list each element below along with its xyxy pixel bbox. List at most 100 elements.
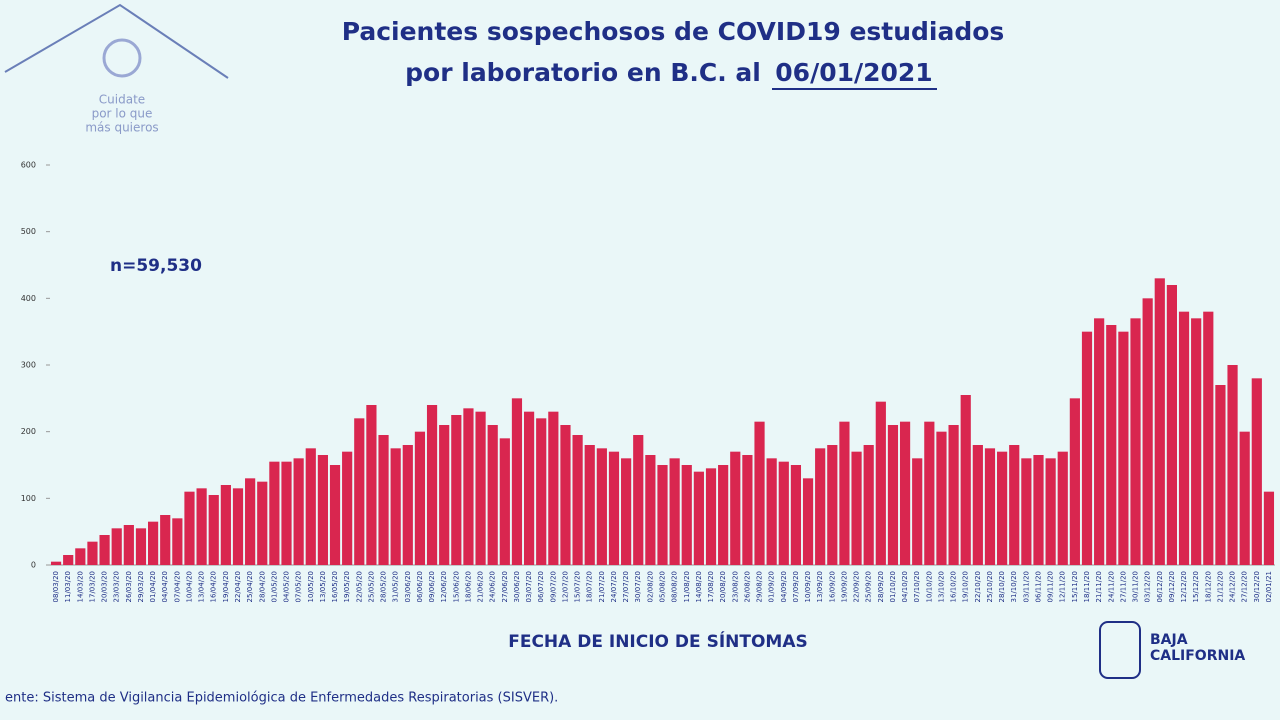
bar xyxy=(1081,331,1093,565)
x-tick-label: 21/06/20 xyxy=(477,571,485,602)
x-tick-label: 27/12/20 xyxy=(1241,571,1249,602)
x-tick-label: 10/10/20 xyxy=(925,571,933,602)
bar xyxy=(1069,398,1080,565)
x-tick-label: 12/06/20 xyxy=(440,571,448,602)
x-tick-label: 07/05/20 xyxy=(295,571,303,602)
x-tick-label: 10/04/20 xyxy=(185,571,193,602)
bar xyxy=(390,448,401,565)
x-tick-label: 16/09/20 xyxy=(828,571,836,602)
x-tick-label: 18/06/20 xyxy=(464,571,472,602)
x-tick-label: 01/04/20 xyxy=(149,571,157,602)
bar xyxy=(475,411,486,565)
bar xyxy=(730,451,741,565)
x-tick-label: 03/11/20 xyxy=(1022,571,1030,602)
bar xyxy=(827,445,838,565)
bar xyxy=(863,445,874,565)
x-tick-label: 28/09/20 xyxy=(877,571,885,602)
bar xyxy=(584,445,595,565)
x-tick-label: 16/05/20 xyxy=(331,571,339,602)
bar xyxy=(948,425,959,565)
bar xyxy=(208,495,219,565)
bar xyxy=(657,465,668,565)
x-tick-label: 02/08/20 xyxy=(646,571,654,602)
bar xyxy=(936,431,947,565)
bar xyxy=(1118,331,1129,565)
bar xyxy=(669,458,680,565)
x-tick-label: 30/07/20 xyxy=(634,571,642,602)
x-tick-label: 09/11/20 xyxy=(1047,571,1055,602)
x-tick-label: 28/04/20 xyxy=(258,571,266,602)
bar xyxy=(196,488,207,565)
x-tick-label: 06/06/20 xyxy=(416,571,424,602)
x-tick-label: 16/04/20 xyxy=(210,571,218,602)
x-tick-label: 19/05/20 xyxy=(343,571,351,602)
x-tick-label: 28/05/20 xyxy=(380,571,388,602)
title-date: 06/01/2021 xyxy=(775,58,932,87)
x-tick-label: 24/12/20 xyxy=(1229,571,1237,602)
x-tick-label: 15/06/20 xyxy=(452,571,460,602)
x-tick-label: 10/09/20 xyxy=(804,571,812,602)
x-tick-label: 31/10/20 xyxy=(1010,571,1018,602)
bar xyxy=(317,455,328,565)
x-tick-label: 09/07/20 xyxy=(549,571,557,602)
bar xyxy=(232,488,244,565)
bar xyxy=(439,425,450,565)
x-tick-label: 15/11/20 xyxy=(1071,571,1079,602)
bar xyxy=(1166,285,1177,565)
x-tick-label: 30/11/20 xyxy=(1132,571,1140,602)
x-tick-label: 25/10/20 xyxy=(986,571,994,602)
bar xyxy=(766,458,777,565)
x-tick-label: 04/05/20 xyxy=(283,571,291,602)
x-tick-label: 30/12/20 xyxy=(1253,571,1261,602)
x-tick-label: 06/07/20 xyxy=(537,571,545,602)
x-tick-label: 18/12/20 xyxy=(1204,571,1212,602)
chart-title: Pacientes sospechosos de COVID19 estudia… xyxy=(342,17,1005,46)
logo-text: Cuidate xyxy=(99,93,145,107)
bar xyxy=(1106,325,1117,565)
brand-seal xyxy=(1099,621,1141,679)
x-tick-label: 15/07/20 xyxy=(574,571,582,602)
x-tick-label: 01/09/20 xyxy=(768,571,776,602)
bar xyxy=(608,451,620,565)
x-tick-label: 06/12/20 xyxy=(1156,571,1164,602)
x-tick-label: 23/03/20 xyxy=(113,571,121,602)
bar xyxy=(1227,365,1238,565)
x-tick-label: 01/10/20 xyxy=(889,571,897,602)
bar xyxy=(851,451,862,565)
x-tick-label: 07/10/20 xyxy=(913,571,921,602)
bar xyxy=(87,541,98,565)
bar xyxy=(414,431,426,565)
x-tick-label: 21/11/20 xyxy=(1095,571,1103,602)
bar xyxy=(815,448,826,565)
x-tick-label: 03/12/20 xyxy=(1144,571,1152,602)
x-tick-label: 19/10/20 xyxy=(962,571,970,602)
x-tick-label: 17/08/20 xyxy=(707,571,715,602)
x-tick-label: 18/11/20 xyxy=(1083,571,1091,602)
bar xyxy=(511,398,523,565)
bar xyxy=(912,458,923,565)
x-tick-label: 27/06/20 xyxy=(501,571,509,602)
x-tick-label: 16/10/20 xyxy=(950,571,958,602)
x-tick-label: 25/05/20 xyxy=(367,571,375,602)
bar xyxy=(111,528,122,565)
x-tick-label: 29/03/20 xyxy=(137,571,145,602)
x-tick-label: 01/05/20 xyxy=(270,571,278,602)
x-tick-label: 14/08/20 xyxy=(695,571,703,602)
bar xyxy=(269,461,280,565)
bar xyxy=(1239,431,1250,565)
bar xyxy=(366,405,377,565)
bar xyxy=(220,485,231,565)
bar xyxy=(281,461,292,565)
x-tick-label: 28/10/20 xyxy=(998,571,1006,602)
bar xyxy=(402,445,413,565)
x-tick-label: 29/08/20 xyxy=(756,571,764,602)
bar xyxy=(924,421,935,565)
bar xyxy=(899,421,911,565)
y-tick-label: 600 xyxy=(21,161,36,170)
bar xyxy=(378,435,389,565)
bar xyxy=(63,555,74,565)
x-tick-label: 13/05/20 xyxy=(319,571,327,602)
x-tick-label: 24/07/20 xyxy=(610,571,618,602)
x-tick-label: 19/04/20 xyxy=(222,571,230,602)
